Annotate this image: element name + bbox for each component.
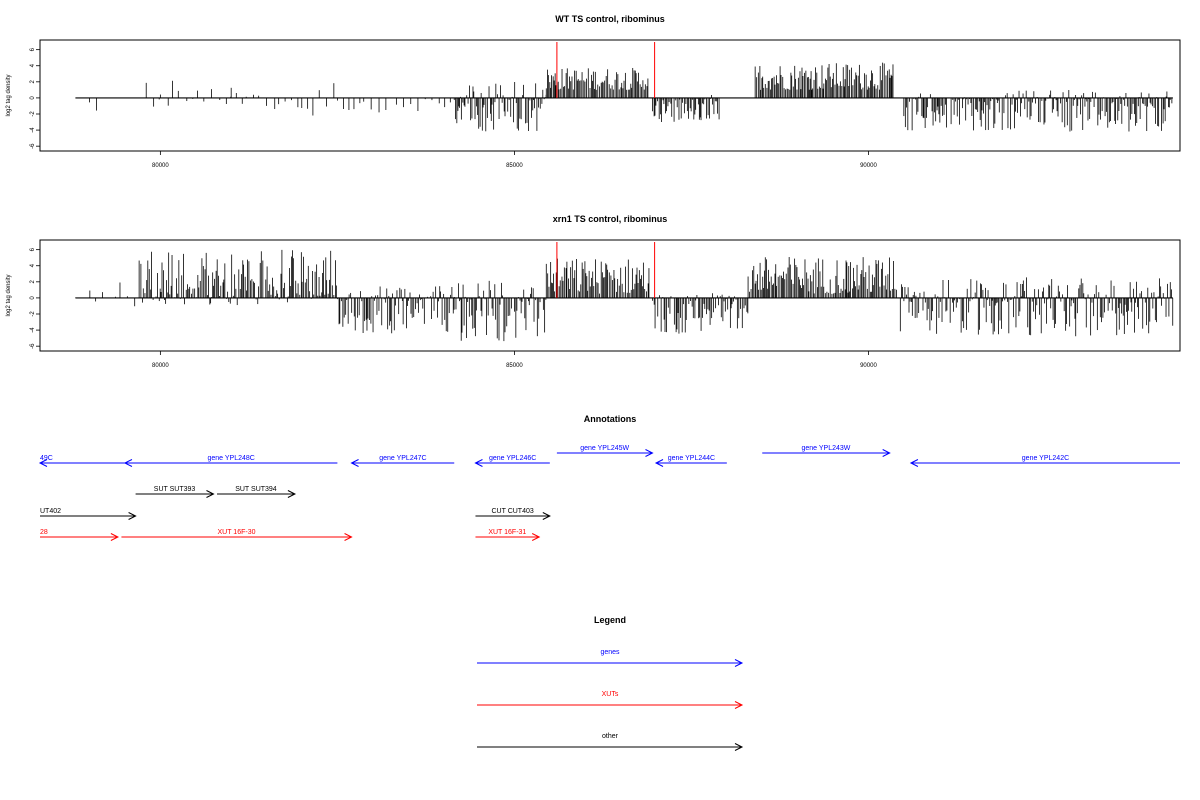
feature-label: 28: [40, 529, 48, 536]
track-panel-2: xrn1 TS control, ribominus log2 tag densi…: [6, 214, 1181, 369]
x-tick-label: 80000: [152, 363, 169, 369]
arrowhead-icon: [123, 459, 133, 467]
feature-arrow: CUT CUT403: [475, 508, 551, 520]
arrowhead-icon: [128, 512, 137, 520]
feature-label: gene YPL247C: [379, 455, 426, 462]
y-tick-label: -2: [30, 311, 36, 317]
x-tick-label: 90000: [860, 163, 877, 169]
legend-label: other: [602, 733, 619, 740]
feature-label: XUT 16F-30: [217, 529, 255, 536]
feature-label: 49C: [40, 455, 53, 462]
y-tick-label: -6: [30, 343, 36, 349]
plot-frame: [39, 39, 1181, 152]
arrowhead-icon: [350, 459, 359, 467]
legend-item: genes: [477, 649, 744, 667]
feature-arrow: SUT SUT393: [135, 486, 215, 498]
arrowhead-icon: [542, 512, 551, 520]
legend-item: other: [477, 733, 744, 751]
feature-arrow: 49C: [38, 455, 125, 467]
y-tick-label: 0: [30, 296, 36, 300]
arrowhead-icon: [645, 449, 654, 457]
y-tick-label: 4: [30, 263, 36, 267]
feature-label: gene YPL245W: [580, 445, 629, 452]
feature-arrow: gene YPL242C: [909, 455, 1180, 467]
feature-label: CUT CUT403: [491, 508, 533, 515]
arrowhead-icon: [882, 449, 891, 457]
x-tick-label: 90000: [860, 363, 877, 369]
feature-arrow: gene YPL243W: [762, 445, 891, 457]
arrowhead-icon: [206, 490, 215, 498]
arrowhead-icon: [654, 459, 664, 467]
feature-arrow: SUT SUT394: [217, 486, 297, 498]
legend-label: genes: [600, 649, 620, 656]
feature-label: XUT 16F-31: [488, 529, 526, 536]
y-axis-label: log2 tag density: [6, 74, 12, 116]
y-tick-label: 6: [30, 47, 36, 51]
y-tick-label: 6: [30, 247, 36, 251]
feature-arrow: gene YPL248C: [123, 455, 338, 467]
x-tick-label: 80000: [152, 163, 169, 169]
arrowhead-icon: [344, 533, 353, 541]
y-tick-label: 2: [30, 279, 36, 283]
y-tick-label: -6: [30, 143, 36, 149]
arrowhead-icon: [909, 459, 919, 467]
arrowhead-icon: [531, 533, 541, 541]
arrowhead-icon: [734, 743, 744, 751]
arrowhead-icon: [474, 459, 483, 467]
feature-arrow: gene YPL246C: [474, 455, 550, 467]
density-bars: [89, 62, 1173, 132]
y-tick-label: 4: [30, 63, 36, 67]
feature-arrow: gene YPL244C: [654, 455, 727, 467]
feature-label: SUT SUT393: [154, 486, 196, 493]
arrowhead-icon: [734, 701, 744, 709]
feature-arrow: gene YPL247C: [350, 455, 455, 467]
y-tick-label: -4: [30, 327, 36, 333]
y-tick-label: 2: [30, 79, 36, 83]
feature-label: UT402: [40, 508, 61, 515]
feature-arrow: gene YPL245W: [556, 445, 654, 457]
feature-arrow: 28: [40, 529, 120, 541]
feature-label: gene YPL242C: [1022, 455, 1069, 462]
y-tick-label: -2: [30, 111, 36, 117]
legend-title: Legend: [594, 615, 626, 625]
arrowhead-icon: [734, 659, 744, 667]
arrowhead-icon: [287, 490, 297, 498]
legend-label: XUTs: [602, 691, 619, 698]
plot-frame: [39, 239, 1181, 352]
feature-arrow: XUT 16F-31: [475, 529, 541, 541]
feature-label: SUT SUT394: [235, 486, 277, 493]
feature-label: gene YPL246C: [489, 455, 536, 462]
feature-label: gene YPL243W: [802, 445, 851, 452]
arrowhead-icon: [110, 533, 120, 541]
panel-title: WT TS control, ribominus: [555, 14, 665, 24]
x-tick-label: 85000: [506, 163, 523, 169]
density-bars: [75, 249, 1174, 342]
arrowhead-icon: [38, 459, 48, 467]
y-tick-label: 0: [30, 96, 36, 100]
feature-arrow: XUT 16F-30: [121, 529, 353, 541]
feature-label: gene YPL248C: [208, 455, 255, 462]
track-panel-1: WT TS control, ribominus log2 tag density…: [6, 14, 1181, 169]
annotations-title: Annotations: [584, 414, 637, 424]
x-tick-label: 85000: [506, 363, 523, 369]
panel-title: xrn1 TS control, ribominus: [553, 214, 668, 224]
y-axis-label: log2 tag density: [6, 274, 12, 316]
legend-item: XUTs: [477, 691, 744, 709]
y-tick-label: -4: [30, 127, 36, 133]
feature-arrow: UT402: [40, 508, 137, 520]
feature-label: gene YPL244C: [668, 455, 715, 462]
